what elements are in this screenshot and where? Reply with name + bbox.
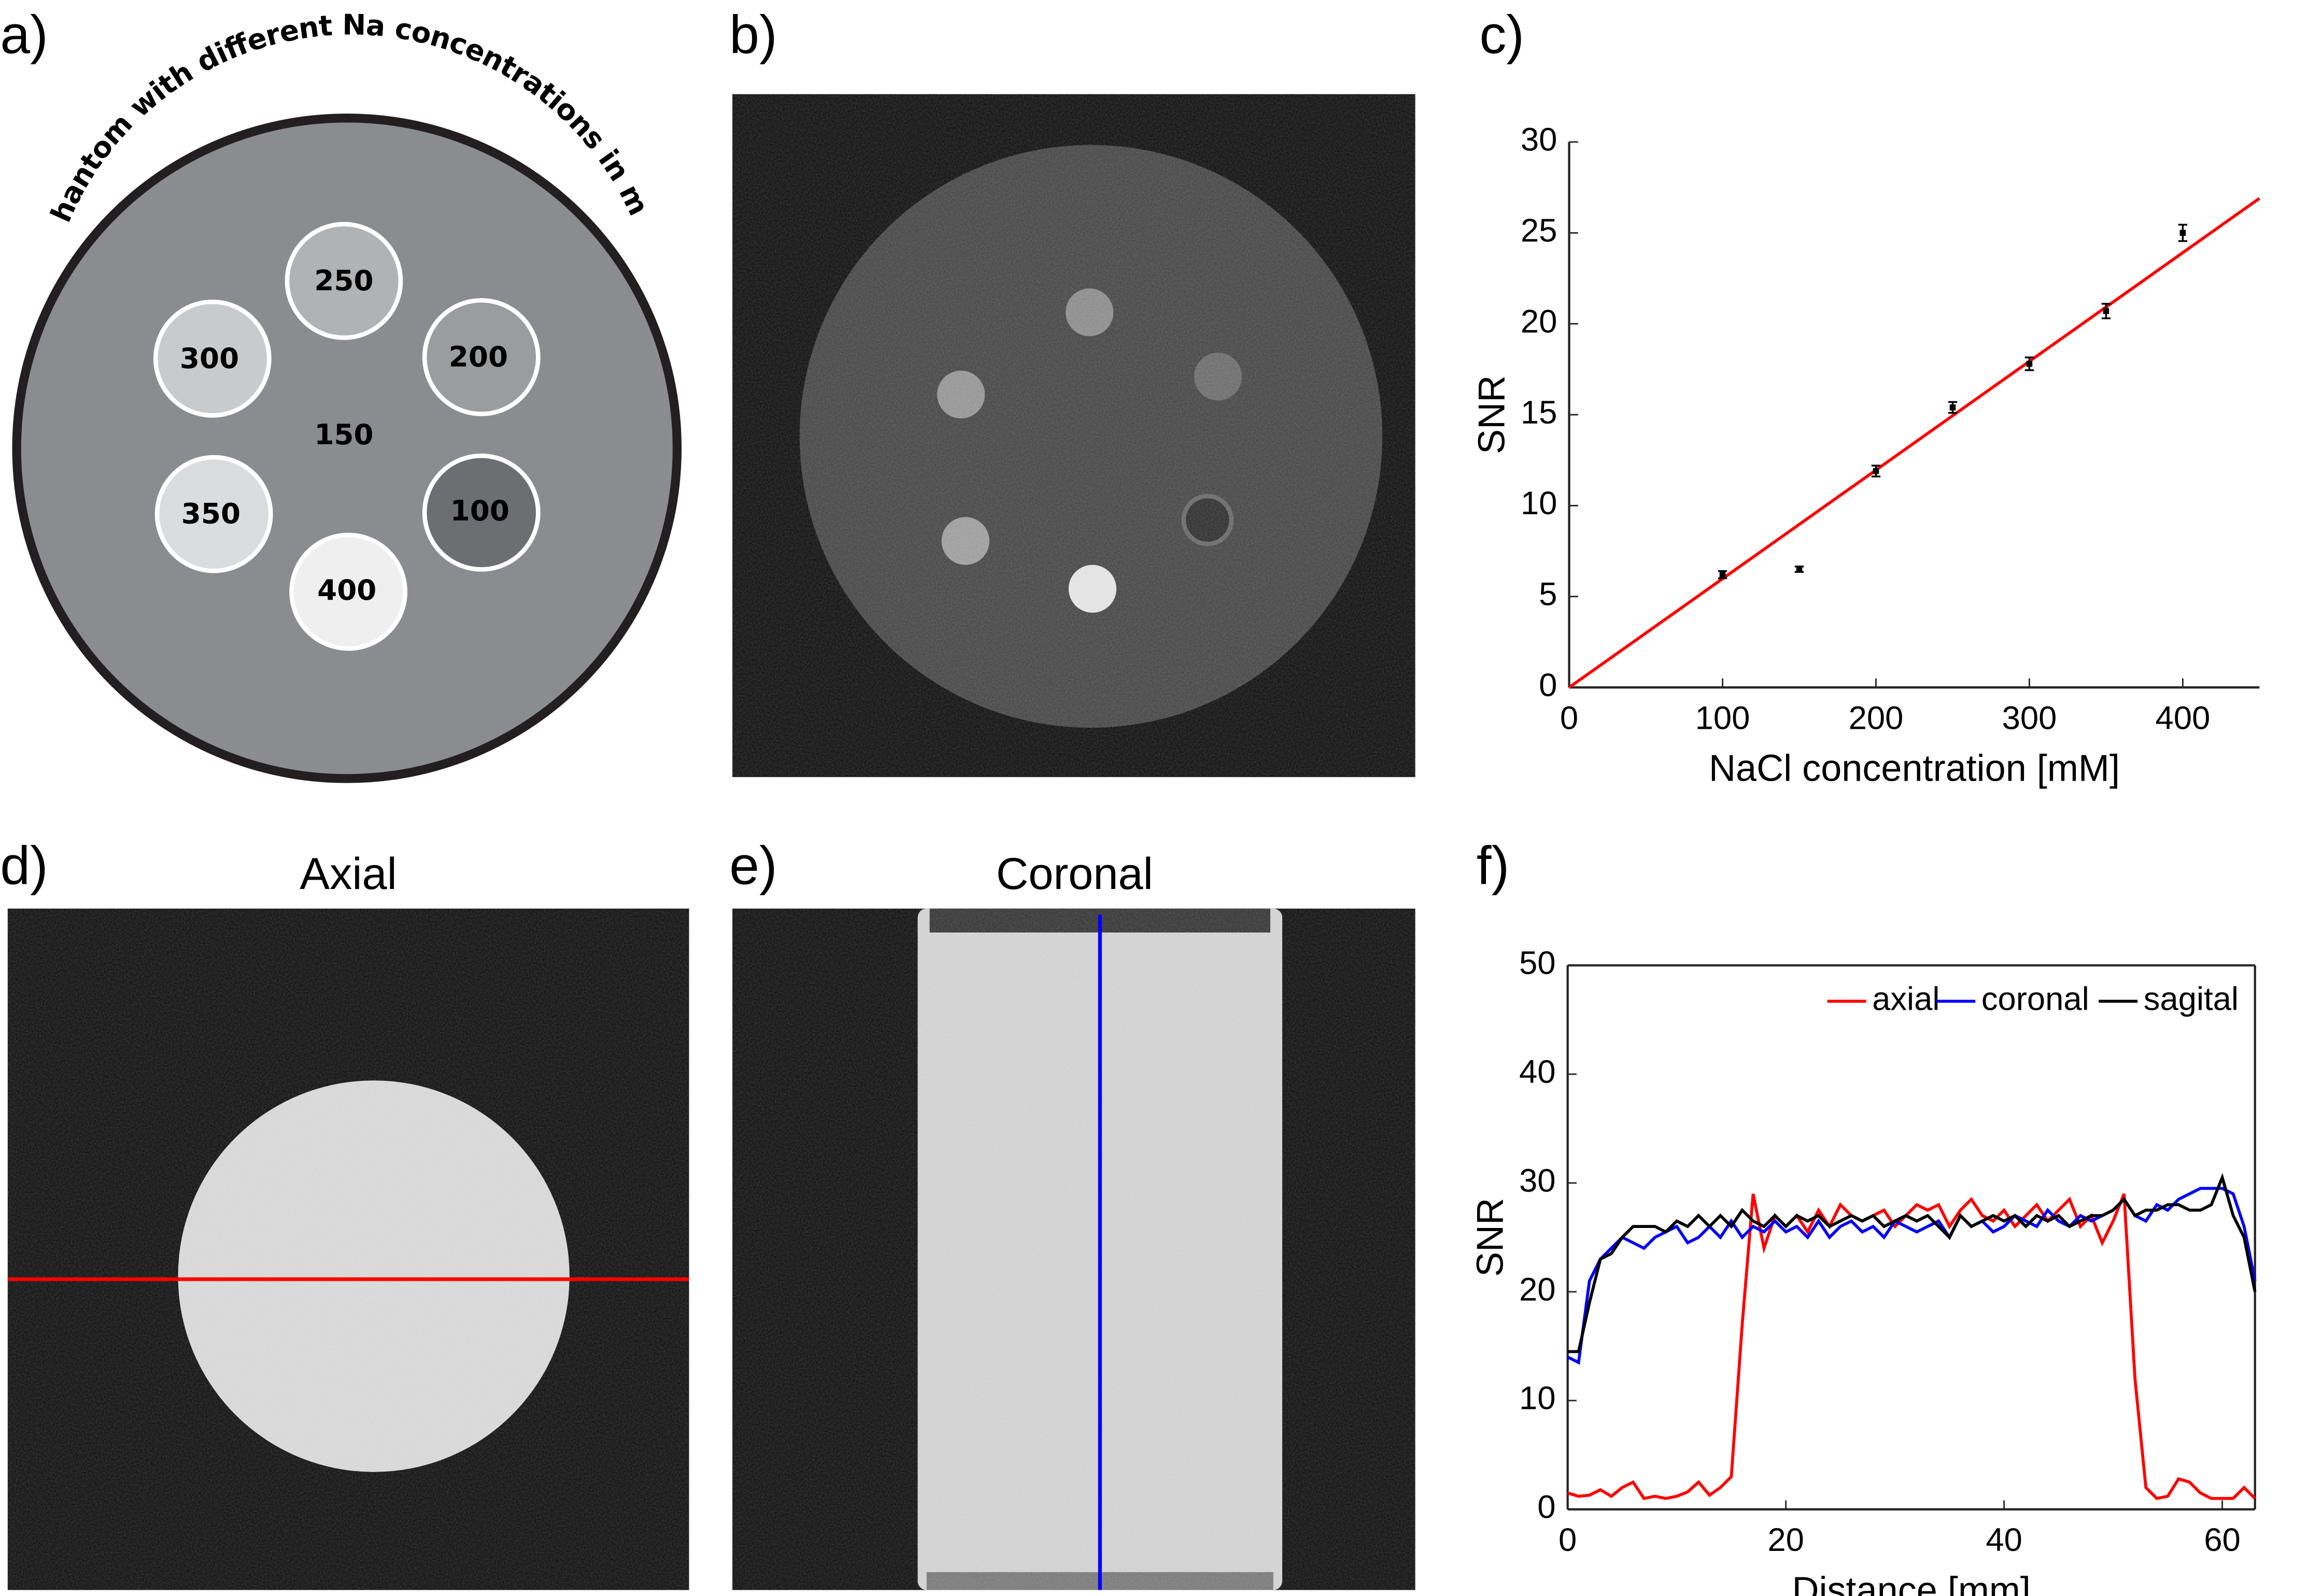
phantom [12,114,682,783]
vial-label: 350 [181,497,240,530]
data-point [2103,308,2109,314]
x-tick-label: 0 [1560,700,1578,736]
panel-label: d) [0,835,48,895]
x-tick-label: 40 [1986,1522,2022,1558]
y-tick-label: 0 [1537,1489,1555,1526]
vial [153,300,272,418]
series-line [1567,1173,2257,1353]
y-tick-label: 15 [1521,394,1557,431]
vial-label: 250 [314,264,373,297]
phantom-diagram: Phantom with different Na concentrations… [0,0,682,783]
y-tick-label: 20 [1519,1272,1556,1308]
axial-image [7,908,689,1590]
panel-label: a) [0,4,48,64]
panel-label: f) [1477,835,1509,895]
vial-label: 150 [314,418,373,451]
coronal-image [732,908,1415,1590]
data-point [1949,404,1956,411]
y-tick-label: 30 [1519,1163,1556,1199]
vial [422,453,541,572]
vial-label: 200 [449,340,508,373]
series-line [1567,1187,2257,1365]
vial-label: 400 [317,573,376,606]
y-tick-label: 10 [1521,485,1557,521]
vial [154,455,273,573]
x-tick-label: 200 [1849,700,1904,736]
panel-label: b) [729,4,777,64]
data-point [2026,361,2033,367]
panel-label: e) [729,835,777,895]
x-axis-label: Distance [mm] [1792,1570,2031,1596]
y-tick-label: 40 [1519,1054,1556,1090]
y-tick-label: 50 [1519,945,1556,981]
y-axis-label: SNR [1470,1198,1511,1277]
y-tick-label: 30 [1521,122,1557,158]
y-tick-label: 0 [1539,667,1557,703]
vial-label: 300 [180,342,239,375]
x-tick-label: 0 [1559,1522,1577,1558]
mri-image [732,94,1415,778]
series-line [1567,1193,2256,1501]
x-tick-label: 20 [1767,1522,1804,1558]
data-point [1719,571,1726,578]
data-point [1796,566,1803,572]
vial [422,298,541,416]
x-tick-label: 400 [2156,700,2211,736]
x-tick-label: 60 [2204,1522,2241,1558]
fit-line [1568,197,2261,689]
y-tick-label: 5 [1539,576,1557,613]
data-point [1873,468,1879,474]
data-point [2179,230,2186,236]
x-tick-label: 300 [2002,700,2057,736]
panel-label: c) [1480,4,1524,64]
image-title: Coronal [996,849,1153,899]
y-axis-label: SNR [1471,375,1512,454]
legend-label: coronal [1981,981,2089,1017]
y-tick-label: 25 [1521,213,1557,249]
y-tick-label: 10 [1519,1380,1556,1417]
x-tick-label: 100 [1695,700,1750,736]
y-tick-label: 20 [1521,303,1557,340]
image-title: Axial [300,849,396,899]
vial-label: 100 [450,494,509,527]
x-axis-label: NaCl concentration [mM] [1709,748,2120,789]
vial [289,532,408,651]
legend-label: axial [1872,981,1939,1017]
vial [285,222,403,340]
legend-label: sagital [2144,981,2239,1017]
